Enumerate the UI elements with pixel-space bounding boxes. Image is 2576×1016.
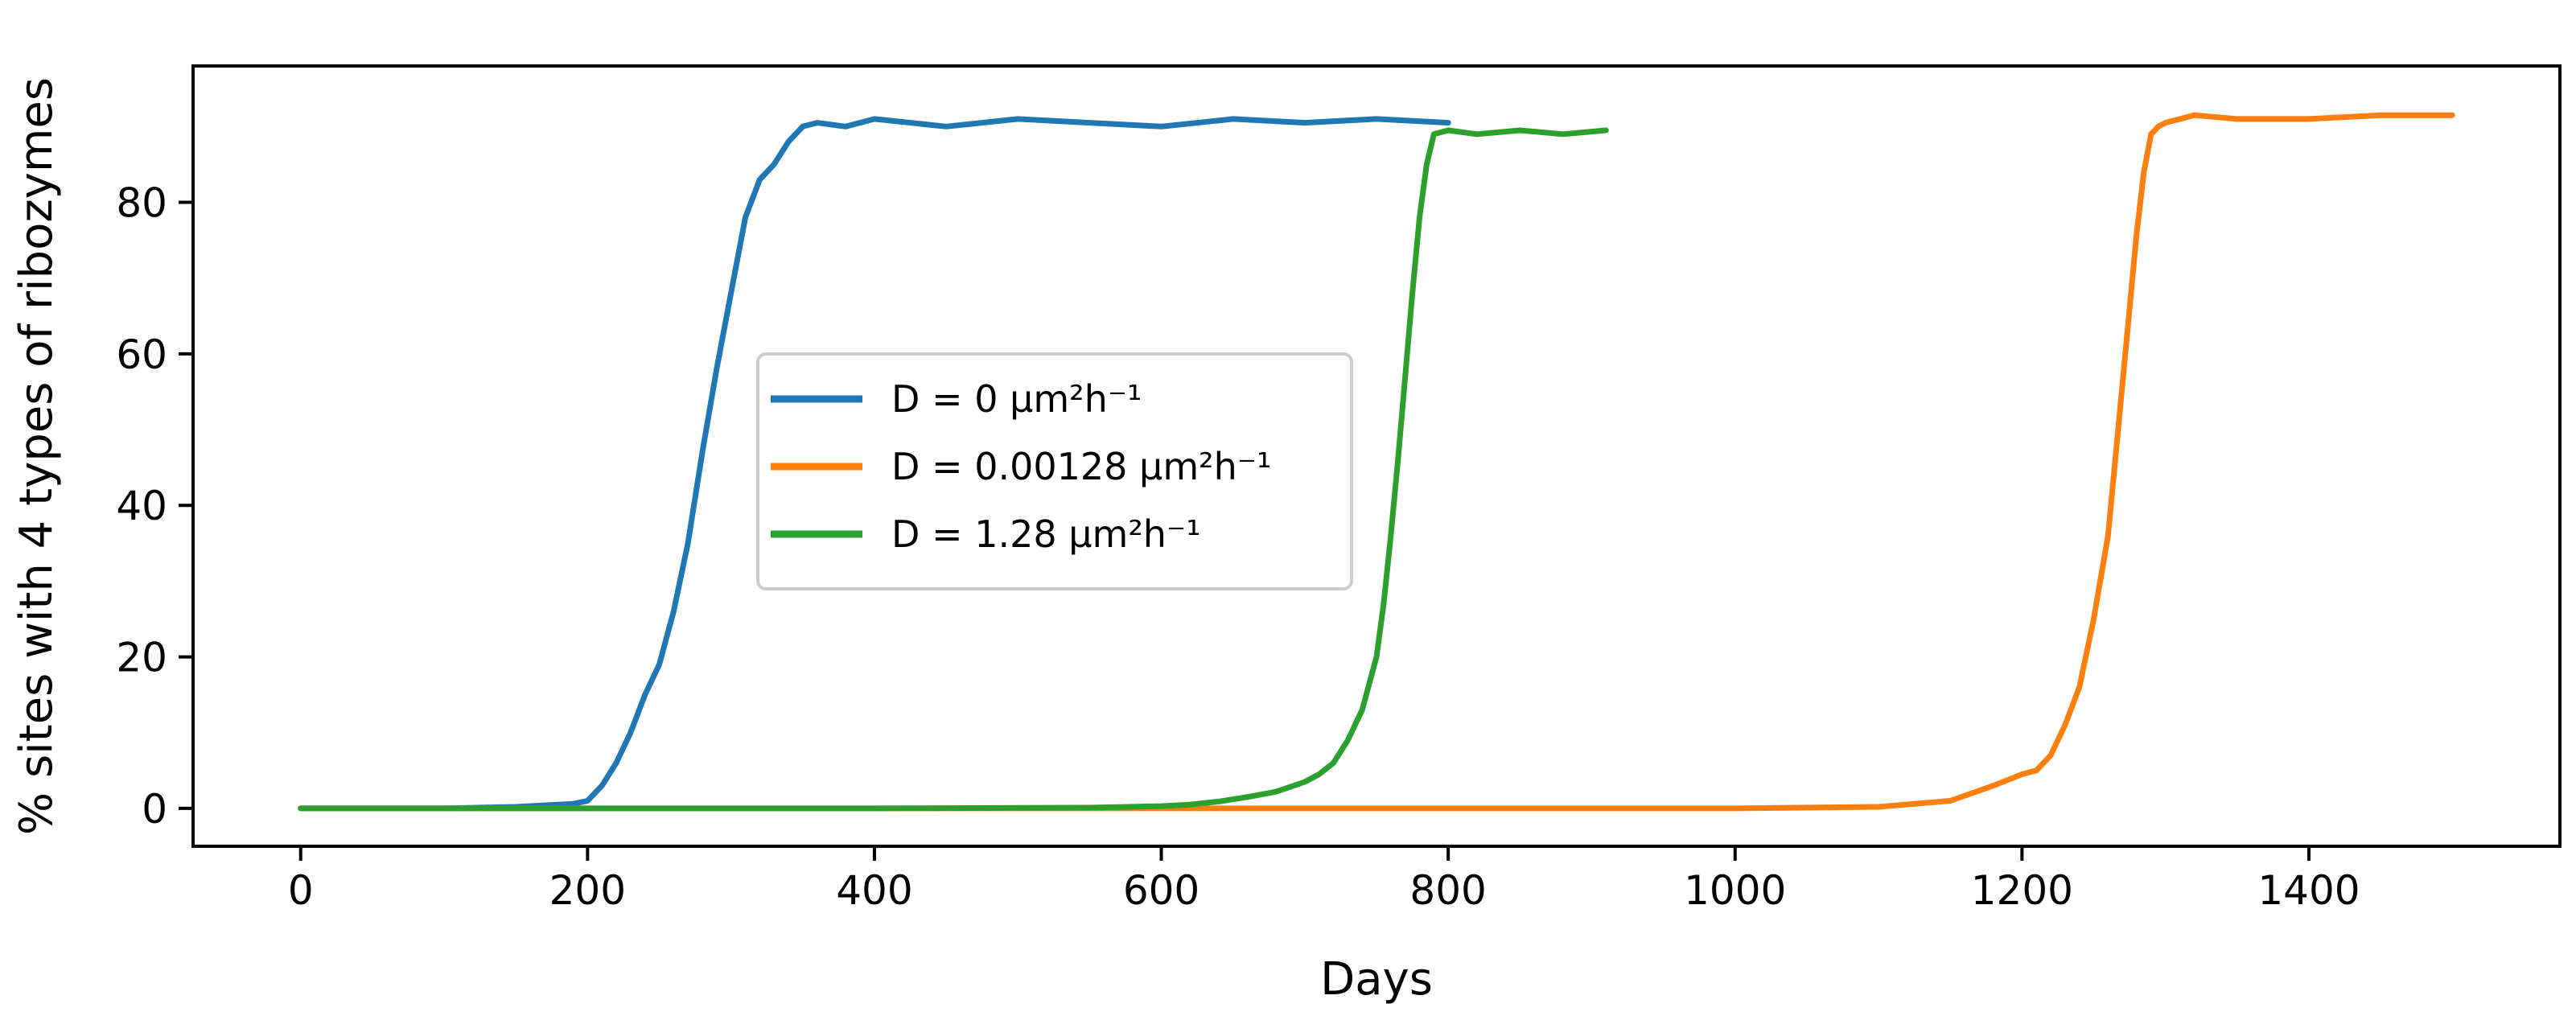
x-tick-label: 1000 bbox=[1684, 867, 1786, 914]
legend-label-3: D = 1.28 μm²h⁻¹ bbox=[891, 512, 1201, 556]
x-tick-label: 0 bbox=[288, 867, 314, 914]
series-layer bbox=[298, 112, 2455, 812]
series-line-2 bbox=[298, 112, 2455, 812]
x-tick-label: 200 bbox=[549, 867, 626, 914]
series-line-1 bbox=[298, 116, 1451, 812]
y-tick-label: 40 bbox=[116, 483, 167, 529]
x-tick-label: 800 bbox=[1409, 867, 1486, 914]
series-line-3 bbox=[298, 127, 1609, 812]
x-axis: 0 200 400 600 800 1000 1200 1400 bbox=[288, 846, 2360, 914]
x-axis-label: Days bbox=[1320, 953, 1433, 1006]
x-tick-label: 400 bbox=[836, 867, 912, 914]
legend-label-1: D = 0 μm²h⁻¹ bbox=[891, 377, 1142, 421]
x-tick-label: 1200 bbox=[1971, 867, 2073, 914]
y-tick-label: 20 bbox=[116, 635, 167, 681]
legend-label-2: D = 0.00128 μm²h⁻¹ bbox=[891, 445, 1271, 488]
plot-frame bbox=[191, 64, 2562, 848]
y-axis: 0 20 40 60 80 bbox=[116, 180, 193, 833]
y-tick-label: 0 bbox=[142, 786, 167, 833]
legend: D = 0 μm²h⁻¹ D = 0.00128 μm²h⁻¹ D = 1.28 μ… bbox=[756, 352, 1353, 590]
legend-box bbox=[756, 352, 1353, 590]
y-tick-label: 80 bbox=[116, 180, 167, 227]
x-tick-label: 600 bbox=[1123, 867, 1200, 914]
x-tick-label: 1400 bbox=[2257, 867, 2360, 914]
y-axis-label: % sites with 4 types of ribozymes bbox=[10, 77, 63, 835]
y-tick-label: 60 bbox=[116, 331, 167, 378]
